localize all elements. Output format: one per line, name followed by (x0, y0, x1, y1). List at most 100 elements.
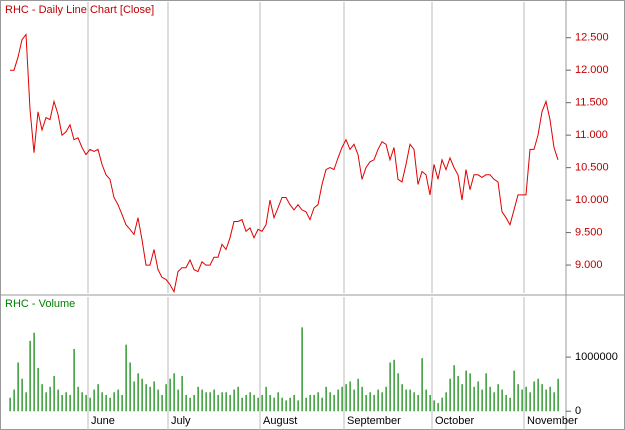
volume-bar (557, 378, 559, 412)
volume-bar (437, 403, 439, 412)
volume-bar (341, 386, 343, 412)
x-tick-label: August (263, 415, 297, 427)
volume-bar (249, 392, 251, 412)
y-tick-label: 1000000 (575, 351, 618, 363)
volume-bar (381, 392, 383, 412)
volume-bar (221, 392, 223, 412)
volume-bar (413, 392, 415, 412)
volume-bar (369, 392, 371, 412)
volume-bar (321, 397, 323, 412)
volume-bar (193, 394, 195, 412)
volume-title: RHC - Volume (5, 298, 75, 310)
x-tick-label: October (435, 415, 474, 427)
volume-bar (477, 381, 479, 412)
volume-bar (129, 362, 131, 412)
volume-bar (153, 381, 155, 412)
price-line (10, 33, 559, 294)
volume-bar (301, 327, 303, 412)
volume-bar (317, 392, 319, 412)
volume-bar (45, 392, 47, 412)
volume-bar (185, 394, 187, 412)
volume-bar (213, 389, 215, 412)
volume-bar (17, 362, 19, 412)
price-title: RHC - Daily Line Chart [Close] (5, 4, 154, 16)
volume-bar (241, 397, 243, 412)
volume-bar (497, 384, 499, 412)
volume-bar (181, 376, 183, 412)
volume-bar (65, 392, 67, 412)
y-tick-label: 11.500 (575, 97, 608, 109)
volume-bar (465, 370, 467, 412)
volume-bar (377, 389, 379, 412)
volume-bar (25, 392, 27, 412)
volume-bar (81, 392, 83, 412)
x-tick-label: November (527, 415, 578, 427)
volume-bar (445, 392, 447, 412)
volume-bar (73, 348, 75, 412)
volume-bar (549, 386, 551, 412)
volume-bar (533, 381, 535, 412)
volume-bar (345, 384, 347, 412)
volume-bar (245, 394, 247, 412)
volume-bar (397, 373, 399, 412)
volume-bar (13, 389, 15, 412)
volume-bar (109, 397, 111, 412)
volume-bar (145, 384, 147, 412)
volume-bar (353, 389, 355, 412)
volume-bar (41, 384, 43, 412)
volume-bar (297, 400, 299, 412)
volume-bar (433, 400, 435, 412)
volume-bar (133, 381, 135, 412)
volume-bar (281, 397, 283, 412)
volume-bar (489, 386, 491, 412)
volume-bar (393, 359, 395, 412)
volume-bar (417, 394, 419, 412)
volume-bar (269, 394, 271, 412)
volume-bar (289, 397, 291, 412)
volume-bar (157, 389, 159, 412)
volume-bar (141, 378, 143, 412)
y-tick-label: 0 (575, 405, 581, 417)
y-tick-label: 10.500 (575, 162, 609, 174)
volume-bar (101, 392, 103, 412)
volume-bar (61, 394, 63, 412)
volume-bar (233, 389, 235, 412)
volume-bar (469, 373, 471, 412)
volume-bar (429, 394, 431, 412)
volume-bar (93, 389, 95, 412)
volume-bar (365, 394, 367, 412)
volume-bar (217, 394, 219, 412)
volume-bar (337, 389, 339, 412)
volume-bar (453, 365, 455, 412)
volume-bar (137, 373, 139, 412)
y-tick-label: 11.000 (575, 129, 608, 141)
volume-bar (501, 389, 503, 412)
volume-bar (309, 394, 311, 412)
volume-bar (425, 389, 427, 412)
volume-bar (553, 392, 555, 412)
x-tick-label: July (171, 415, 191, 427)
volume-bar (517, 384, 519, 412)
volume-bar (349, 381, 351, 412)
volume-bar (253, 394, 255, 412)
volume-bar (325, 386, 327, 412)
volume-bar (305, 397, 307, 412)
volume-bar (509, 397, 511, 412)
volume-bar (205, 392, 207, 412)
volume-bar (541, 384, 543, 412)
y-tick-label: 12.000 (575, 64, 609, 76)
volume-bar (441, 397, 443, 412)
y-tick-label: 12.500 (575, 32, 609, 44)
volume-bar (389, 362, 391, 412)
volume-bar (33, 332, 35, 412)
volume-bar (177, 389, 179, 412)
volume-bar (421, 358, 423, 412)
volume-bar (485, 373, 487, 412)
volume-bar (473, 386, 475, 412)
volume-bar (449, 378, 451, 412)
volume-bar (201, 389, 203, 412)
volume-bar (117, 389, 119, 412)
volume-bar (293, 394, 295, 412)
y-tick-label: 9.500 (575, 226, 603, 238)
